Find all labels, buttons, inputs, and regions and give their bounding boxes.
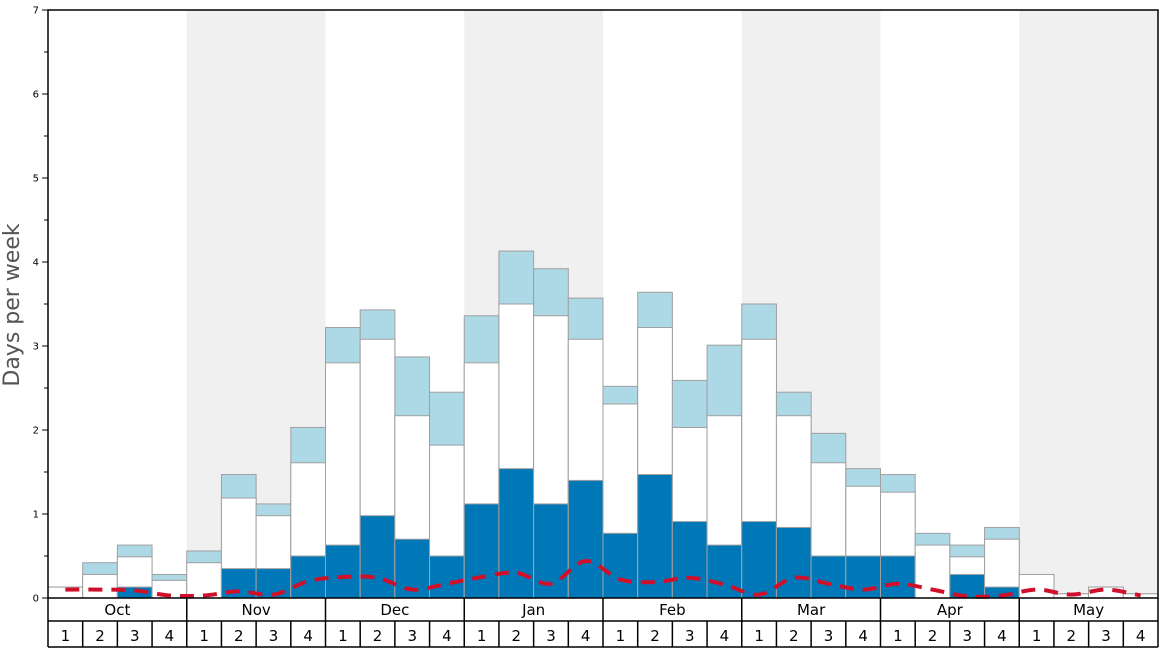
y-tick-label: 0	[33, 594, 39, 605]
y-tick-label: 3	[33, 342, 39, 353]
week-label: 4	[720, 627, 730, 645]
week-label: 4	[442, 627, 452, 645]
week-label: 3	[962, 627, 972, 645]
bar-low-22	[775, 526, 812, 599]
bar-low-24	[845, 555, 881, 599]
week-label: 3	[685, 627, 695, 645]
week-label: 2	[373, 627, 383, 645]
week-label: 4	[858, 627, 868, 645]
bar-low-13	[463, 503, 500, 599]
bar-low-18	[637, 474, 673, 599]
week-label: 3	[269, 627, 279, 645]
week-label: 3	[130, 627, 140, 645]
week-label: 1	[338, 627, 348, 645]
week-label: 3	[407, 627, 417, 645]
week-label: 2	[234, 627, 244, 645]
y-tick-label: 7	[33, 6, 39, 17]
bar-mid-2	[82, 573, 118, 599]
month-label-jan: Jan	[521, 601, 545, 619]
week-label: 2	[1067, 627, 1077, 645]
bar-low-17	[602, 532, 639, 599]
dashed-series-line	[65, 559, 1142, 599]
month-label-apr: Apr	[937, 601, 964, 619]
y-axis-label: Days per week	[0, 223, 25, 386]
month-label-dec: Dec	[380, 601, 409, 619]
week-label: 3	[1101, 627, 1111, 645]
y-axis: 0 1 2 3 4 5 6 7	[33, 6, 48, 605]
y-tick-label: 1	[33, 510, 39, 521]
week-label: 1	[199, 627, 209, 645]
week-label: 4	[303, 627, 313, 645]
bar-low-16	[567, 479, 604, 599]
month-label-feb: Feb	[659, 601, 686, 619]
x-axis: Oct Nov Dec Jan Feb Mar Apr May 1 2 3 4 1 2 3 4 1 2 3 4 1 2 3 4…	[47, 598, 1159, 648]
month-label-oct: Oct	[104, 601, 130, 619]
week-label: 2	[789, 627, 799, 645]
month-label-may: May	[1073, 601, 1104, 619]
week-label: 4	[1136, 627, 1146, 645]
bar-low-9	[325, 544, 361, 599]
y-tick-label: 2	[33, 426, 39, 437]
week-label: 4	[997, 627, 1007, 645]
week-label: 1	[616, 627, 626, 645]
week-label: 1	[893, 627, 903, 645]
bar-low-25	[880, 555, 916, 599]
week-label: 2	[928, 627, 938, 645]
bar-mid-29	[1018, 573, 1055, 599]
week-label: 3	[546, 627, 556, 645]
bar-low-21	[741, 521, 777, 599]
week-label: 4	[165, 627, 175, 645]
week-label: 1	[61, 627, 71, 645]
week-label: 1	[477, 627, 487, 645]
bars	[47, 250, 1159, 599]
y-tick-label: 4	[33, 258, 39, 269]
week-label: 4	[581, 627, 591, 645]
bar-low-19	[671, 521, 708, 599]
week-label: 2	[95, 627, 105, 645]
week-label: 2	[650, 627, 660, 645]
week-label: 3	[824, 627, 834, 645]
week-label: 2	[512, 627, 522, 645]
week-label: 1	[1032, 627, 1042, 645]
month-label-mar: Mar	[797, 601, 826, 619]
bar-low-10	[359, 515, 396, 599]
week-label: 1	[754, 627, 764, 645]
month-band-may	[1019, 10, 1158, 598]
y-tick-label: 6	[33, 90, 39, 101]
y-tick-label: 5	[33, 174, 39, 185]
month-label-nov: Nov	[241, 601, 270, 619]
bar-low-23	[810, 555, 847, 599]
bar-low-12	[429, 555, 465, 599]
